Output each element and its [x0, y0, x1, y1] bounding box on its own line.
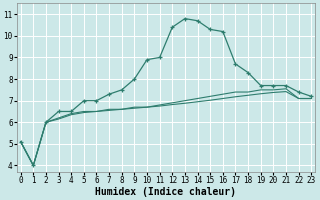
X-axis label: Humidex (Indice chaleur): Humidex (Indice chaleur) [95, 186, 236, 197]
